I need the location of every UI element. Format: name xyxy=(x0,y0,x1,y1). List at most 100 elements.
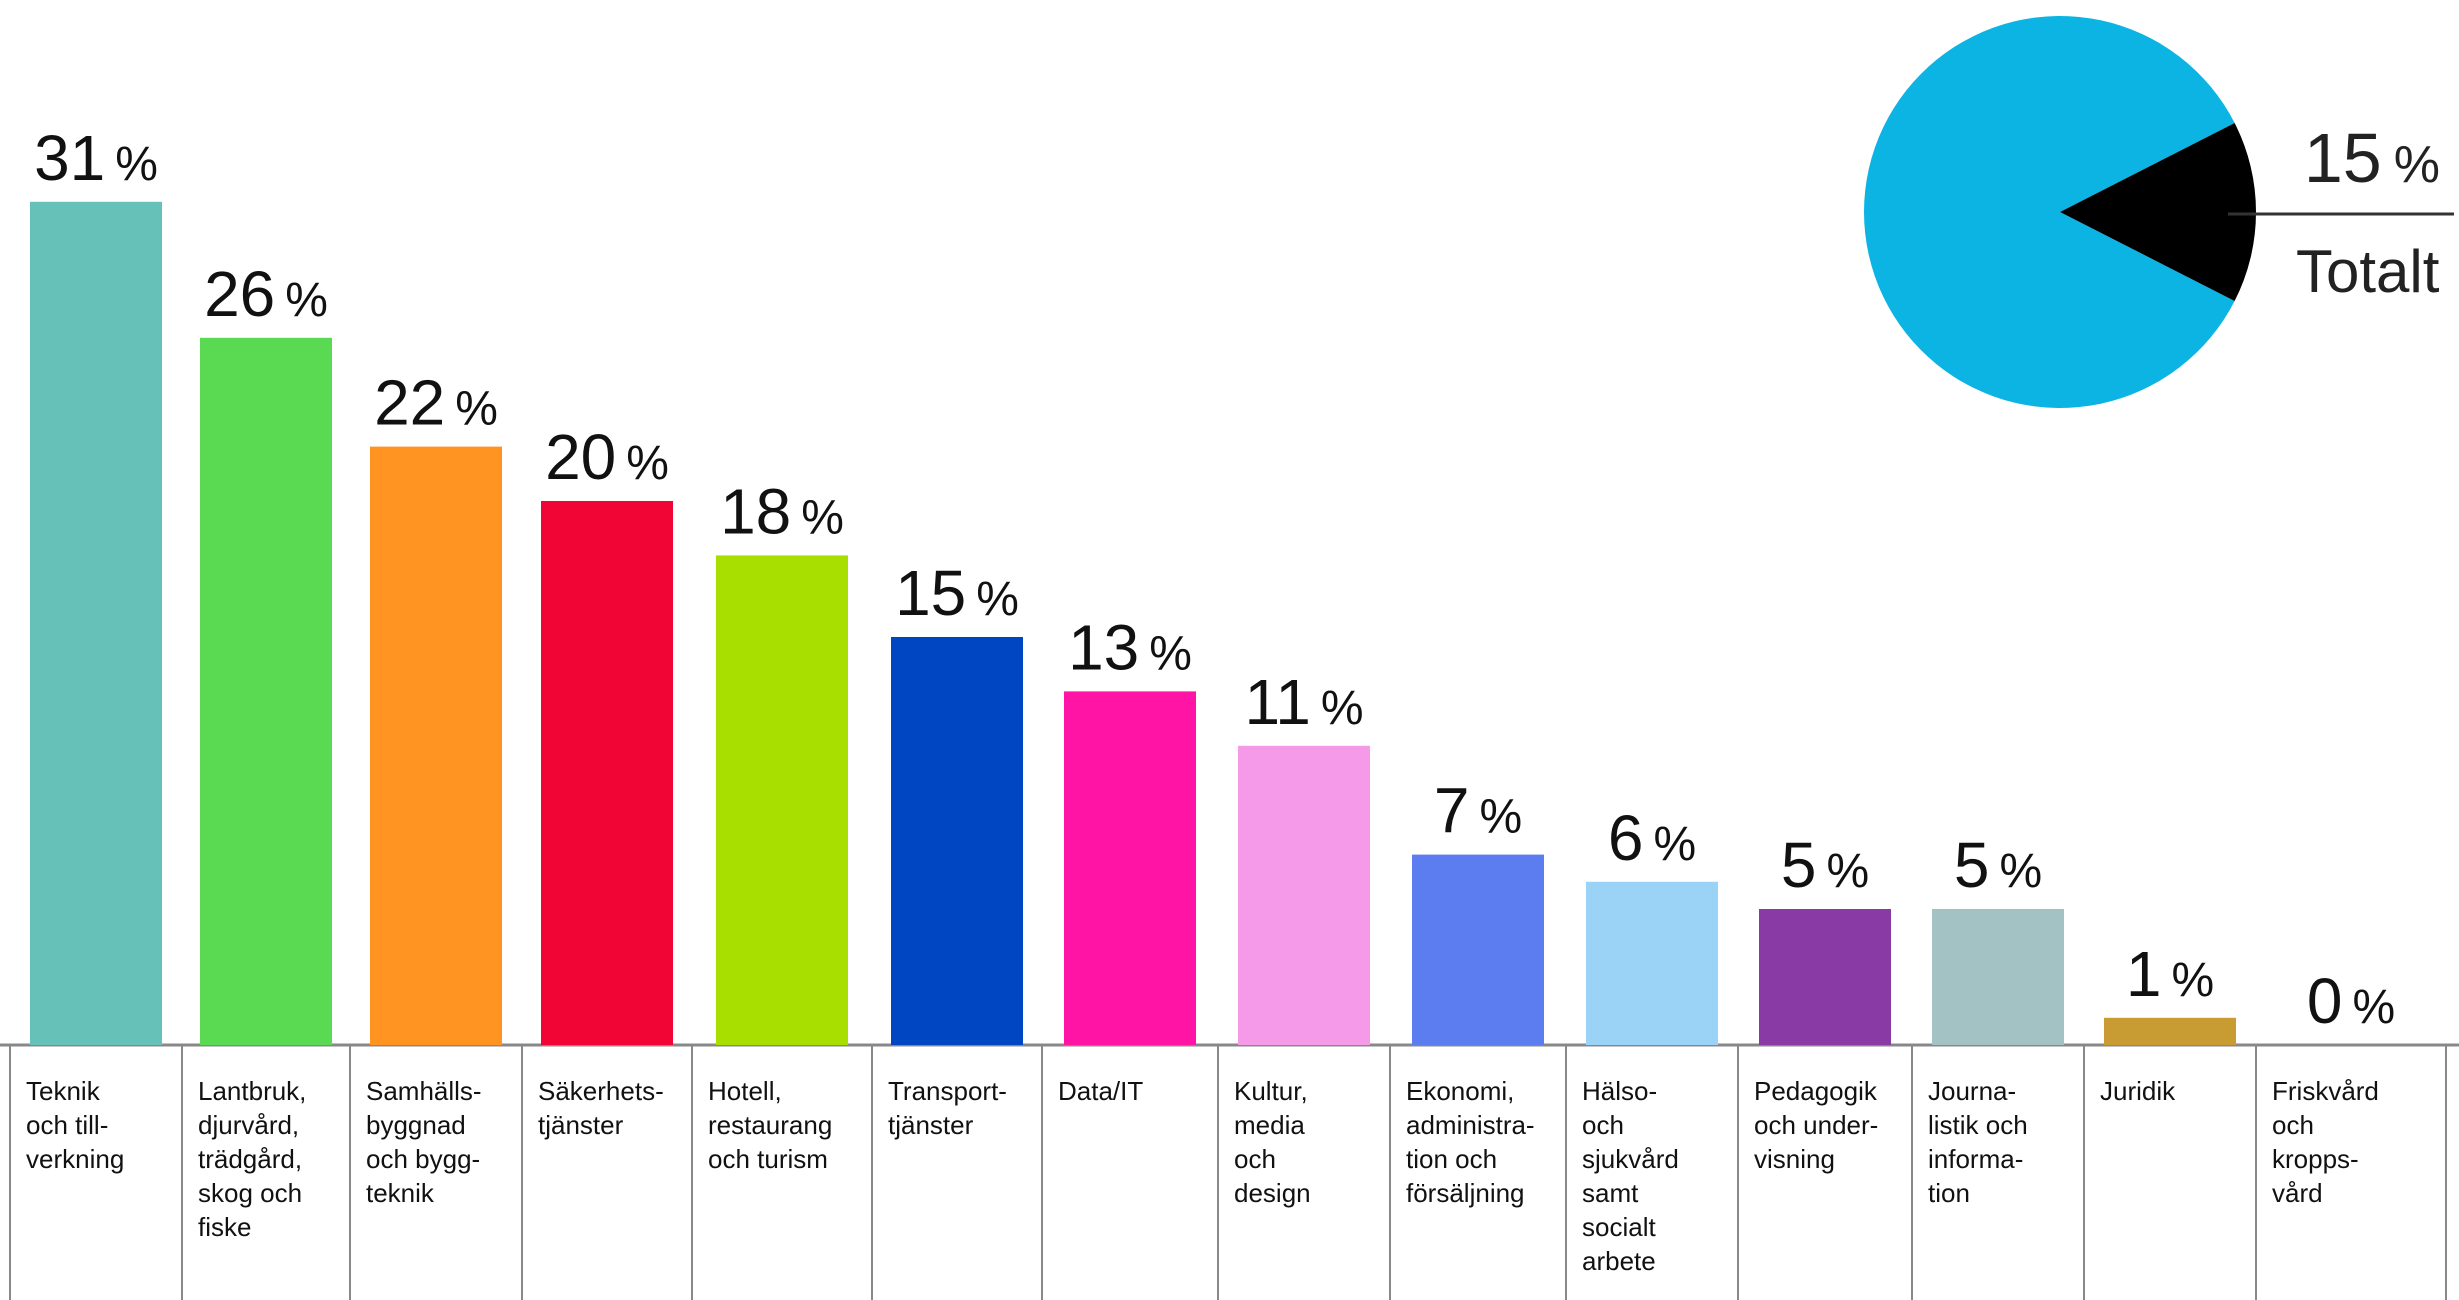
value-label: 5% xyxy=(1954,829,2042,901)
category-label-line: Juridik xyxy=(2100,1076,2176,1106)
category-label-line: restaurang xyxy=(708,1110,832,1140)
category-label-line: försäljning xyxy=(1406,1178,1525,1208)
category-label: Hälso-och sjukvård samt socialt arbete xyxy=(1582,1076,1679,1276)
category-label: Hotell, restaurang och turism xyxy=(708,1076,832,1174)
category-label-line: och xyxy=(1234,1144,1276,1174)
category-label-line: media xyxy=(1234,1110,1305,1140)
value-number: 22 xyxy=(374,367,445,439)
category-label-line: verkning xyxy=(26,1144,124,1174)
pie-value-unit: % xyxy=(2394,136,2440,194)
category-label-line: fiske xyxy=(198,1212,251,1242)
category-label-line: arbete xyxy=(1582,1246,1656,1276)
category-label-line: sjukvård xyxy=(1582,1144,1679,1174)
category-label-line: Ekonomi, xyxy=(1406,1076,1514,1106)
category-label-line: trädgård, xyxy=(198,1144,302,1174)
bar xyxy=(30,201,162,1046)
category-label-line: informa- xyxy=(1928,1144,2023,1174)
value-number: 7 xyxy=(1434,775,1470,847)
category-label: Juridik xyxy=(2100,1076,2176,1106)
category-label-line: Data/IT xyxy=(1058,1076,1143,1106)
value-label: 13% xyxy=(1068,611,1192,683)
value-unit: % xyxy=(1479,791,1522,844)
pie-caption: Totalt xyxy=(2296,238,2440,305)
value-label: 22% xyxy=(374,367,498,439)
value-label: 1% xyxy=(2126,938,2214,1010)
category-label-line: socialt xyxy=(1582,1212,1656,1242)
category-label-line: visning xyxy=(1754,1144,1835,1174)
pie-slice-rest xyxy=(1863,15,2235,408)
value-number: 31 xyxy=(34,122,105,194)
category-label: Data/IT xyxy=(1058,1076,1143,1106)
value-number: 6 xyxy=(1608,802,1644,874)
bar xyxy=(1064,691,1196,1045)
category-label-line: Samhälls- xyxy=(366,1076,482,1106)
category-label-line: listik och xyxy=(1928,1110,2028,1140)
category-label-line: Pedagogik xyxy=(1754,1076,1878,1106)
value-number: 5 xyxy=(1781,829,1817,901)
value-number: 0 xyxy=(2307,965,2343,1037)
value-label: 0% xyxy=(2307,965,2395,1037)
pie-value-number: 15 xyxy=(2304,119,2382,197)
value-unit: % xyxy=(1999,845,2042,898)
category-label-line: teknik xyxy=(366,1178,435,1208)
bar xyxy=(1412,854,1544,1045)
value-unit: % xyxy=(2171,954,2214,1007)
category-label-line: skog och xyxy=(198,1178,302,1208)
value-unit: % xyxy=(115,138,158,191)
bar xyxy=(370,446,502,1046)
value-label: 5% xyxy=(1781,829,1869,901)
category-label-line: och xyxy=(2272,1110,2314,1140)
value-label: 11% xyxy=(1244,666,1363,738)
value-unit: % xyxy=(1653,818,1696,871)
category-label: Journa-listik och informa-tion xyxy=(1928,1076,2028,1208)
category-label-line: djurvård, xyxy=(198,1110,299,1140)
value-label: 26% xyxy=(204,258,328,330)
category-label-line: och till- xyxy=(26,1110,108,1140)
bar xyxy=(200,337,332,1045)
value-number: 15 xyxy=(895,557,966,629)
category-label-line: Teknik xyxy=(26,1076,101,1106)
value-unit: % xyxy=(285,274,328,327)
category-label-line: Hälso- xyxy=(1582,1076,1657,1106)
category-label-line: Transport- xyxy=(888,1076,1007,1106)
category-label-line: kropps- xyxy=(2272,1144,2359,1174)
total-pie-chart: 15 % Totalt xyxy=(1863,15,2454,408)
category-label: Ekonomi, administra-tion och försäljning xyxy=(1406,1076,1535,1208)
value-unit: % xyxy=(976,573,1019,626)
value-number: 20 xyxy=(545,421,616,493)
category-label-line: Säkerhets- xyxy=(538,1076,664,1106)
value-unit: % xyxy=(1826,845,1869,898)
category-label-line: vård xyxy=(2272,1178,2323,1208)
bar-chart: 31 % Teknik och till-verkning 26 % Lantbruk, dj… xyxy=(0,122,2459,1300)
category-label-line: tjänster xyxy=(888,1110,974,1140)
value-unit: % xyxy=(1321,682,1364,735)
category-label: Lantbruk, djurvård, trädgård, skog och fiske xyxy=(198,1076,306,1242)
value-unit: % xyxy=(455,383,498,436)
category-label-line: Kultur, xyxy=(1234,1076,1308,1106)
category-label-line: Lantbruk, xyxy=(198,1076,306,1106)
bar xyxy=(891,637,1023,1045)
category-label: Transport-tjänster xyxy=(888,1076,1007,1140)
value-unit: % xyxy=(626,437,669,490)
bar xyxy=(2104,1017,2236,1045)
category-label-line: samt xyxy=(1582,1178,1639,1208)
category-label-line: tion xyxy=(1928,1178,1970,1208)
value-label: 31% xyxy=(34,122,158,194)
value-label: 7% xyxy=(1434,775,1522,847)
value-label: 18% xyxy=(720,475,844,547)
value-label: 15% xyxy=(895,557,1019,629)
pie-value-label: 15% xyxy=(2304,119,2440,197)
category-label: Pedagogik och under-visning xyxy=(1754,1076,1878,1174)
bar xyxy=(1932,909,2064,1045)
value-unit: % xyxy=(2352,981,2395,1034)
category-label-line: och turism xyxy=(708,1144,828,1174)
bar xyxy=(541,501,673,1045)
value-number: 1 xyxy=(2126,938,2162,1010)
category-label-line: och under- xyxy=(1754,1110,1878,1140)
value-label: 6% xyxy=(1608,802,1696,874)
category-label-line: administra- xyxy=(1406,1110,1535,1140)
category-label: Samhälls-byggnad och bygg-teknik xyxy=(366,1076,482,1208)
value-number: 26 xyxy=(204,258,275,330)
value-number: 18 xyxy=(720,475,791,547)
bar xyxy=(716,555,848,1045)
